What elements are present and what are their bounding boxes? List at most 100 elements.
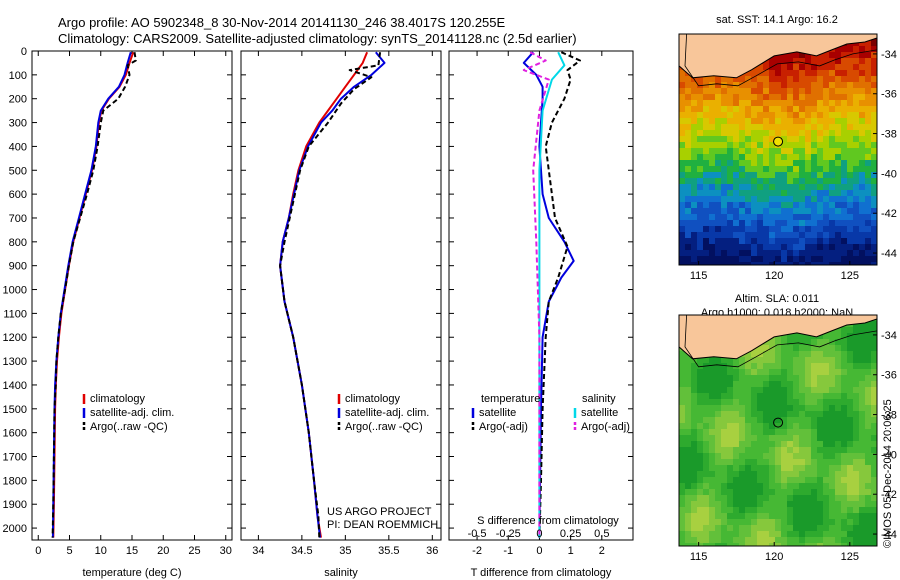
map-cell xyxy=(781,100,787,106)
map-cell xyxy=(865,453,871,459)
map-cell xyxy=(775,76,781,82)
map-cell xyxy=(709,118,715,124)
map-cell xyxy=(679,393,685,399)
map-cell xyxy=(829,262,835,265)
map-cell xyxy=(781,118,787,124)
map-cell xyxy=(781,106,787,112)
map-cell xyxy=(727,190,733,196)
map-cell xyxy=(793,124,799,130)
map-cell xyxy=(871,46,877,52)
map-cell xyxy=(865,232,871,238)
map-cell xyxy=(829,196,835,202)
map-cell xyxy=(751,375,757,381)
land-shape xyxy=(678,314,878,360)
map-cell xyxy=(763,70,769,76)
map-cell xyxy=(823,471,829,477)
map-cell xyxy=(709,208,715,214)
map-cell xyxy=(679,495,685,501)
map-cell xyxy=(823,537,829,543)
map-cell xyxy=(793,543,799,546)
map-cell xyxy=(709,178,715,184)
map-cell xyxy=(787,351,793,357)
map-cell xyxy=(697,94,703,100)
map-cell xyxy=(853,471,859,477)
map-cell xyxy=(811,459,817,465)
map-cell xyxy=(865,238,871,244)
map-cell xyxy=(685,489,691,495)
map-cell xyxy=(787,100,793,106)
map-cell xyxy=(751,82,757,88)
map-cell xyxy=(805,220,811,226)
map-cell xyxy=(841,357,847,363)
map-cell xyxy=(715,232,721,238)
map-cell xyxy=(835,459,841,465)
map-cell xyxy=(697,417,703,423)
map-cell xyxy=(781,357,787,363)
map-cell xyxy=(799,178,805,184)
map-cell xyxy=(733,214,739,220)
map-cell xyxy=(709,495,715,501)
map-cell xyxy=(709,399,715,405)
map-cell xyxy=(691,405,697,411)
map-cell xyxy=(763,351,769,357)
map-cell xyxy=(679,471,685,477)
map-cell xyxy=(733,196,739,202)
map-cell xyxy=(853,58,859,64)
series-line-3 xyxy=(522,51,550,538)
map-cell xyxy=(871,483,877,489)
map-cell xyxy=(853,375,859,381)
map-cell xyxy=(793,88,799,94)
map-cell xyxy=(829,94,835,100)
map-cell xyxy=(733,519,739,525)
map-cell xyxy=(787,148,793,154)
map-cell xyxy=(787,405,793,411)
map-cell xyxy=(835,483,841,489)
map-cell xyxy=(841,124,847,130)
map-cell xyxy=(703,417,709,423)
map-cell xyxy=(757,256,763,262)
bathymetry-contour xyxy=(684,314,878,368)
map-cell xyxy=(817,531,823,537)
map-cell xyxy=(787,525,793,531)
map-cell xyxy=(805,429,811,435)
map-cell xyxy=(835,88,841,94)
map-cell xyxy=(799,124,805,130)
map-cell xyxy=(775,232,781,238)
map-cell xyxy=(859,531,865,537)
map-cell xyxy=(775,88,781,94)
map-cell xyxy=(805,52,811,58)
map-cell xyxy=(865,172,871,178)
map-cell xyxy=(859,64,865,70)
map-cell xyxy=(769,94,775,100)
map-cell xyxy=(829,507,835,513)
map-cell xyxy=(859,525,865,531)
map-cell xyxy=(703,124,709,130)
map-cell xyxy=(727,471,733,477)
map-cell xyxy=(865,40,871,46)
map-cell xyxy=(769,495,775,501)
map-cell xyxy=(751,232,757,238)
map-cell xyxy=(871,166,877,172)
map-cell xyxy=(787,363,793,369)
map-cell xyxy=(757,387,763,393)
map-cell xyxy=(847,124,853,130)
map-cell xyxy=(805,345,811,351)
map-cell xyxy=(679,238,685,244)
map-cell xyxy=(685,262,691,265)
map-cell xyxy=(865,411,871,417)
map-cell xyxy=(811,136,817,142)
map-cell xyxy=(787,357,793,363)
map-cell xyxy=(847,531,853,537)
map-cell xyxy=(769,70,775,76)
map-cell xyxy=(865,184,871,190)
depth-tick-label: 1400 xyxy=(3,380,27,392)
map-cell xyxy=(853,447,859,453)
map-cell xyxy=(703,435,709,441)
map-cell xyxy=(805,232,811,238)
map-cell xyxy=(709,142,715,148)
map-cell xyxy=(859,58,865,64)
map-cell xyxy=(841,244,847,250)
map-cell xyxy=(721,471,727,477)
map-cell xyxy=(841,184,847,190)
map-cell xyxy=(751,130,757,136)
